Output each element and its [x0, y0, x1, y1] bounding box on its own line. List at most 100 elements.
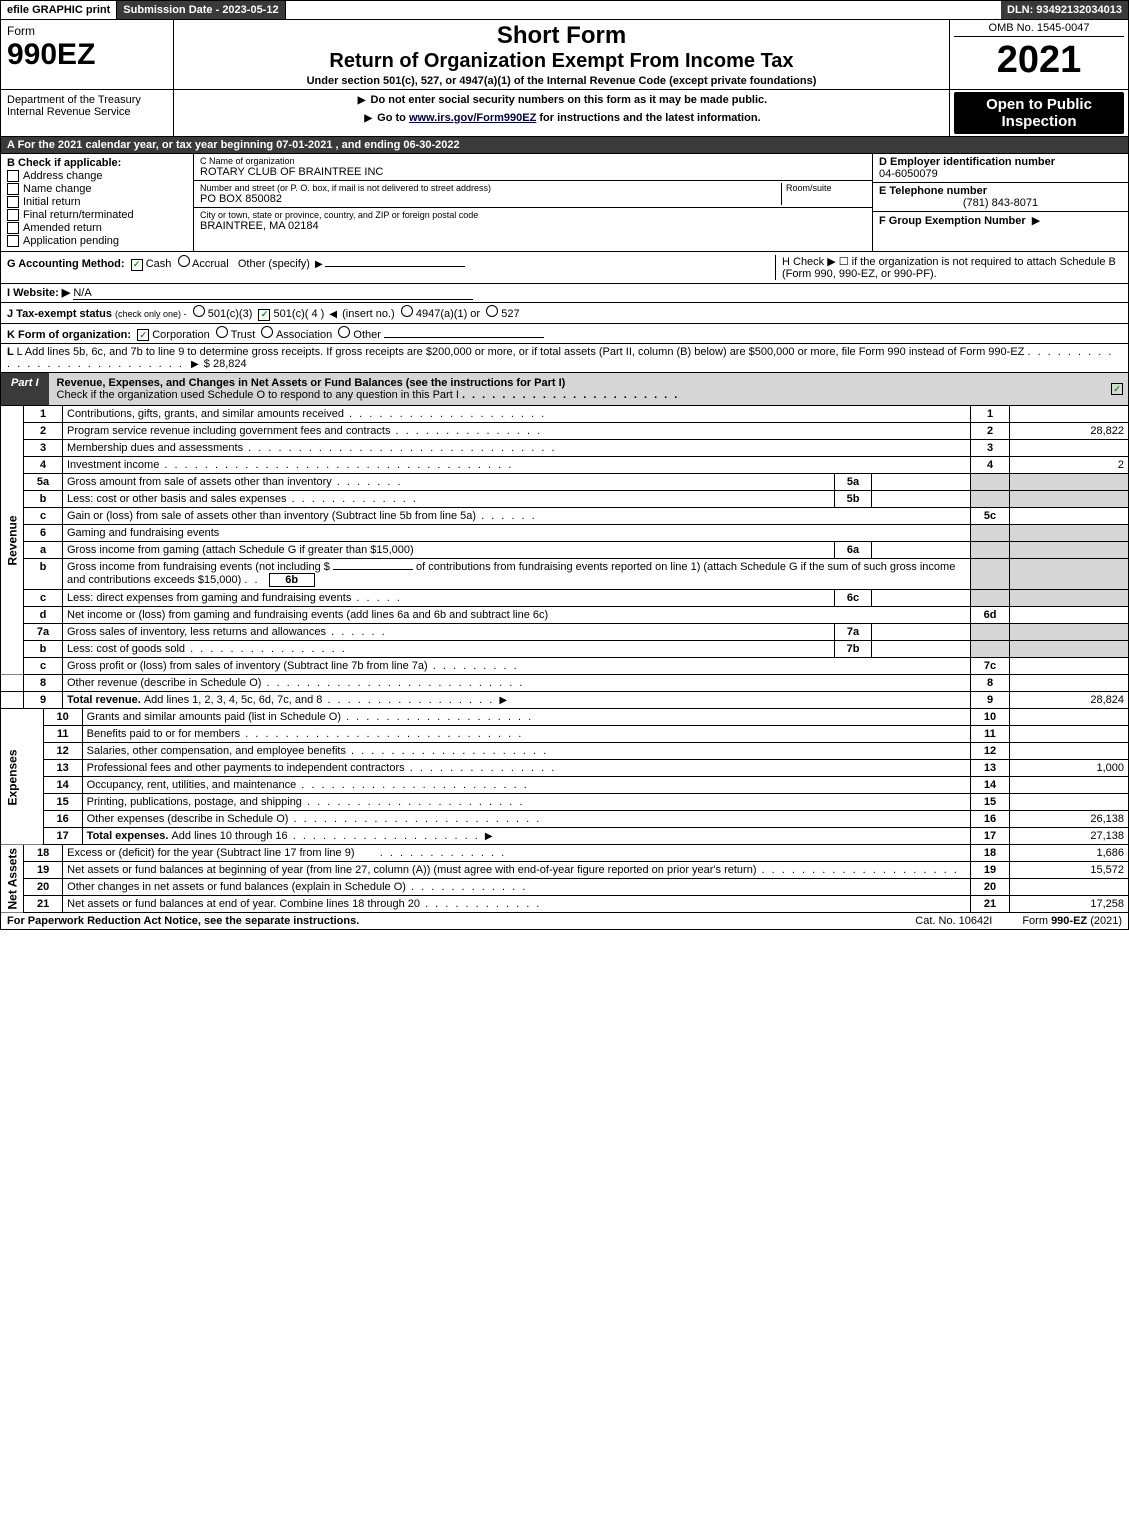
arrow-icon [189, 358, 201, 370]
i-label: I Website: ▶ [7, 287, 70, 299]
page-footer: For Paperwork Reduction Act Notice, see … [0, 913, 1129, 930]
revenue-vert-label: Revenue [1, 406, 24, 675]
fundraising-amount-input[interactable] [333, 569, 413, 570]
short-form-title: Short Form [180, 22, 943, 50]
table-row: 16 Other expenses (describe in Schedule … [1, 811, 1129, 828]
table-row: 14 Occupancy, rent, utilities, and maint… [1, 777, 1129, 794]
phone-label: E Telephone number [879, 185, 1122, 197]
arrow-icon [483, 830, 495, 842]
table-row: 4 Investment income . . . . . . . . . . … [1, 457, 1129, 474]
arrow-icon [313, 258, 325, 270]
checkbox-address-change[interactable]: Address change [7, 170, 187, 182]
table-row: 3 Membership dues and assessments . . . … [1, 440, 1129, 457]
checkbox-name-change[interactable]: Name change [7, 183, 187, 195]
section-def: D Employer identification number 04-6050… [873, 154, 1128, 251]
table-row: b Less: cost or other basis and sales ex… [1, 491, 1129, 508]
omb-number: OMB No. 1545-0047 [954, 22, 1124, 37]
radio-4947[interactable] [401, 305, 413, 317]
table-row: c Less: direct expenses from gaming and … [1, 590, 1129, 607]
city-label: City or town, state or province, country… [200, 210, 866, 220]
checkbox-trust[interactable] [216, 326, 228, 338]
org-name: ROTARY CLUB OF BRAINTREE INC [200, 166, 866, 178]
arrow-icon [362, 112, 374, 124]
checkbox-other-org[interactable] [338, 326, 350, 338]
room-label: Room/suite [786, 183, 866, 193]
section-g-h: G Accounting Method: Cash Accrual Other … [0, 252, 1129, 284]
checkbox-application-pending[interactable]: Application pending [7, 235, 187, 247]
efile-label[interactable]: efile GRAPHIC print [1, 1, 117, 19]
return-title: Return of Organization Exempt From Incom… [180, 50, 943, 73]
table-row: 2 Program service revenue including gove… [1, 423, 1129, 440]
table-row: a Gross income from gaming (attach Sched… [1, 542, 1129, 559]
arrow-icon [356, 94, 368, 106]
table-row: 15 Printing, publications, postage, and … [1, 794, 1129, 811]
part1-header: Part I Revenue, Expenses, and Changes in… [0, 373, 1129, 406]
section-c: C Name of organization ROTARY CLUB OF BR… [194, 154, 873, 251]
revenue-table: Revenue 1 Contributions, gifts, grants, … [0, 406, 1129, 709]
g-label: G Accounting Method: [7, 258, 125, 270]
form-ref: Form 990-EZ (2021) [1022, 915, 1122, 927]
table-row: 6 Gaming and fundraising events [1, 525, 1129, 542]
table-row: 7a Gross sales of inventory, less return… [1, 624, 1129, 641]
radio-527[interactable] [486, 305, 498, 317]
group-exemption-row: F Group Exemption Number ▶ [873, 212, 1128, 229]
checkbox-association[interactable] [261, 326, 273, 338]
group-exemption-label: F Group Exemption Number [879, 215, 1026, 227]
org-name-row: C Name of organization ROTARY CLUB OF BR… [194, 154, 872, 181]
section-g: G Accounting Method: Cash Accrual Other … [7, 255, 775, 280]
part1-desc: Revenue, Expenses, and Changes in Net As… [49, 373, 1106, 405]
dln-label: DLN: 93492132034013 [1001, 1, 1128, 19]
part1-check-note: Check if the organization used Schedule … [57, 389, 459, 401]
top-bar: efile GRAPHIC print Submission Date - 20… [0, 0, 1129, 20]
form-subheader: Department of the Treasury Internal Reve… [0, 90, 1129, 137]
section-k: K Form of organization: Corporation Trus… [0, 324, 1129, 345]
other-org-input[interactable] [384, 337, 544, 338]
netassets-vert-label: Net Assets [1, 845, 24, 913]
part1-checkbox[interactable] [1106, 373, 1128, 405]
checkbox-final-return[interactable]: Final return/terminated [7, 209, 187, 221]
checkbox-amended-return[interactable]: Amended return [7, 222, 187, 234]
table-row: 13 Professional fees and other payments … [1, 760, 1129, 777]
arrow-icon: ▶ [1029, 215, 1041, 227]
table-row: c Gross profit or (loss) from sales of i… [1, 658, 1129, 675]
irs-link[interactable]: www.irs.gov/Form990EZ [409, 112, 536, 124]
tax-year: 2021 [954, 39, 1124, 82]
table-row: Revenue 1 Contributions, gifts, grants, … [1, 406, 1129, 423]
section-b: B Check if applicable: Address change Na… [1, 154, 194, 251]
open-badge: Open to Public Inspection [954, 92, 1124, 134]
other-specify-input[interactable] [325, 266, 465, 267]
under-section: Under section 501(c), 527, or 4947(a)(1)… [180, 75, 943, 87]
expenses-vert-label: Expenses [1, 709, 44, 845]
checkbox-cash[interactable] [131, 259, 143, 271]
table-row: c Gain or (loss) from sale of assets oth… [1, 508, 1129, 525]
submission-date: Submission Date - 2023-05-12 [117, 1, 285, 19]
no-ssn-note: Do not enter social security numbers on … [371, 94, 768, 106]
ein-row: D Employer identification number 04-6050… [873, 154, 1128, 183]
form-number: 990EZ [7, 38, 167, 72]
table-row: b Gross income from fundraising events (… [1, 559, 1129, 590]
radio-501c[interactable] [258, 309, 270, 321]
phone-row: E Telephone number (781) 843-8071 [873, 183, 1128, 212]
section-b-label: B Check if applicable: [7, 157, 187, 169]
form-id-block: Form 990EZ [1, 20, 174, 89]
section-i: I Website: ▶ N/A [0, 284, 1129, 303]
table-row: Net Assets 18 Excess or (deficit) for th… [1, 845, 1129, 862]
table-row: 19 Net assets or fund balances at beginn… [1, 862, 1129, 879]
org-name-label: C Name of organization [200, 156, 866, 166]
arrow-icon [497, 694, 509, 706]
table-row: 8 Other revenue (describe in Schedule O)… [1, 675, 1129, 692]
radio-501c3[interactable] [193, 305, 205, 317]
street-row: Number and street (or P. O. box, if mail… [194, 181, 872, 208]
l-text: L Add lines 5b, 6c, and 7b to line 9 to … [17, 346, 1025, 358]
part1-label: Part I [1, 373, 49, 405]
checkbox-corporation[interactable] [137, 329, 149, 341]
ein-value: 04-6050079 [879, 168, 1122, 180]
table-row: 20 Other changes in net assets or fund b… [1, 879, 1129, 896]
table-row: Expenses 10 Grants and similar amounts p… [1, 709, 1129, 726]
city-value: BRAINTREE, MA 02184 [200, 220, 866, 232]
entity-block: B Check if applicable: Address change Na… [0, 154, 1129, 252]
section-h: H Check ▶ ☐ if the organization is not r… [775, 255, 1122, 280]
table-row: 9 Total revenue. Add lines 1, 2, 3, 4, 5… [1, 692, 1129, 709]
checkbox-initial-return[interactable]: Initial return [7, 196, 187, 208]
checkbox-accrual[interactable] [178, 255, 190, 267]
